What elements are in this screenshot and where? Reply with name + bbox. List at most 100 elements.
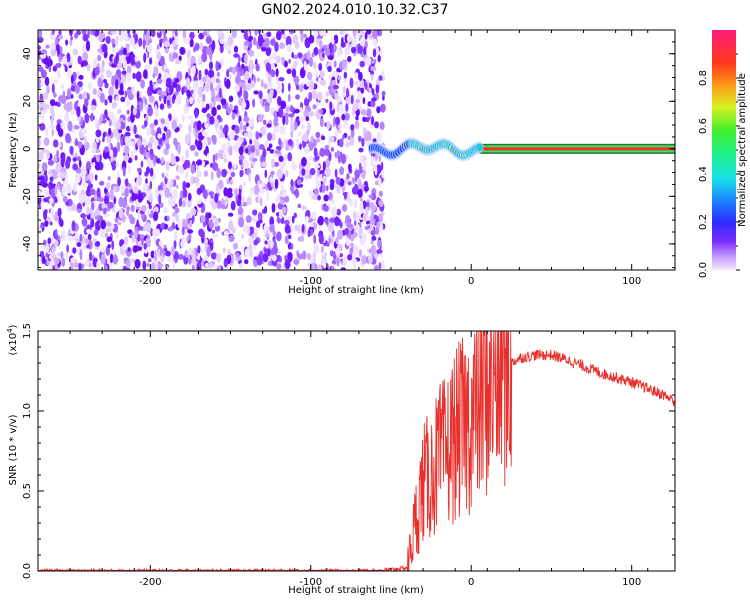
noise-speckle (178, 253, 184, 260)
snr-panel: -200 -100 0 100 0.0 0.5 1.0 1.5 Height of strai… (6, 323, 676, 596)
noise-speckle (205, 36, 212, 45)
noise-speckle (174, 59, 181, 65)
noise-speckle (318, 234, 324, 245)
noise-speckle (165, 171, 169, 179)
noise-speckle (43, 188, 50, 197)
noise-speckle (343, 118, 348, 129)
noise-speckle (336, 208, 342, 216)
noise-speckle (189, 38, 194, 48)
noise-speckle (329, 135, 335, 143)
noise-speckle (370, 100, 376, 108)
noise-speckle (283, 219, 290, 226)
noise-speckle (285, 35, 292, 47)
noise-speckle (77, 55, 82, 65)
snr-y-tick-label: 0.0 (22, 563, 33, 579)
noise-speckle (381, 260, 385, 270)
noise-speckle (134, 55, 139, 63)
noise-speckle (330, 199, 335, 204)
noise-speckle (310, 135, 314, 144)
noise-speckle (54, 240, 59, 247)
noise-speckle (308, 91, 313, 102)
noise-speckle (335, 37, 338, 43)
noise-speckle (288, 146, 292, 151)
noise-speckle (227, 36, 234, 46)
noise-speckle (213, 96, 216, 108)
noise-speckle (190, 208, 197, 216)
noise-speckle (280, 100, 287, 110)
noise-speckle (341, 204, 348, 212)
noise-speckle (354, 119, 360, 130)
noise-speckle (78, 159, 82, 168)
noise-speckle (329, 179, 335, 184)
noise-speckle (375, 84, 380, 94)
noise-speckle (97, 78, 104, 88)
noise-speckle (211, 106, 217, 117)
noise-speckle (278, 137, 282, 146)
noise-speckle (92, 58, 98, 69)
noise-speckle (94, 148, 101, 154)
noise-speckle (150, 30, 156, 37)
noise-speckle (74, 262, 80, 268)
noise-speckle (154, 104, 158, 115)
noise-speckle (374, 121, 379, 129)
noise-speckle (363, 46, 367, 56)
noise-speckle (326, 185, 329, 192)
noise-speckle (106, 236, 113, 243)
noise-speckle (56, 194, 60, 204)
noise-speckle (172, 189, 178, 200)
noise-speckle (376, 132, 382, 143)
noise-speckle (53, 78, 59, 84)
noise-speckle (258, 218, 263, 224)
noise-speckle (345, 141, 349, 148)
noise-speckle (270, 69, 276, 78)
carrier-core-line (479, 147, 675, 151)
noise-speckle (57, 182, 61, 190)
noise-speckle (310, 223, 314, 228)
noise-speckle (243, 132, 248, 137)
noise-speckle (309, 168, 316, 176)
spectrogram-y-tick-label: -20 (22, 188, 33, 204)
noise-speckle (234, 188, 239, 196)
noise-speckle (109, 95, 113, 104)
noise-speckle (355, 115, 359, 121)
noise-speckle (125, 99, 131, 107)
noise-speckle (347, 254, 353, 261)
noise-speckle (127, 116, 131, 123)
noise-speckle (46, 260, 50, 266)
noise-speckle (255, 148, 260, 157)
noise-speckle (111, 38, 116, 45)
noise-speckle (262, 148, 267, 158)
noise-speckle (90, 104, 97, 111)
noise-speckle (70, 257, 76, 263)
noise-speckle (351, 37, 357, 45)
noise-speckle (156, 52, 162, 60)
noise-speckle (210, 82, 213, 92)
noise-speckle (241, 233, 244, 240)
noise-speckle (43, 137, 50, 147)
noise-speckle (122, 166, 126, 177)
noise-speckle (254, 140, 260, 150)
noise-speckle (342, 59, 347, 70)
noise-speckle (318, 62, 323, 71)
noise-speckle (111, 163, 117, 171)
noise-speckle (248, 243, 253, 250)
noise-speckle (185, 217, 189, 227)
colorbar: 0.0 0.2 0.4 0.6 0.8 Normalized spectral ampl… (698, 30, 748, 278)
noise-speckle (126, 207, 129, 216)
noise-speckle (196, 261, 202, 270)
noise-speckle (349, 223, 354, 230)
noise-speckle (290, 123, 295, 133)
noise-speckle (44, 173, 48, 184)
noise-speckle (196, 140, 203, 151)
noise-speckle (76, 208, 82, 213)
noise-speckle (150, 209, 154, 216)
noise-speckle (378, 177, 382, 189)
noise-speckle (238, 216, 245, 228)
noise-speckle (202, 31, 208, 36)
noise-speckle (103, 207, 107, 214)
noise-speckle (38, 30, 43, 39)
noise-speckle (307, 161, 312, 168)
noise-speckle (358, 71, 363, 81)
noise-speckle (313, 30, 319, 38)
noise-speckle (177, 144, 182, 155)
